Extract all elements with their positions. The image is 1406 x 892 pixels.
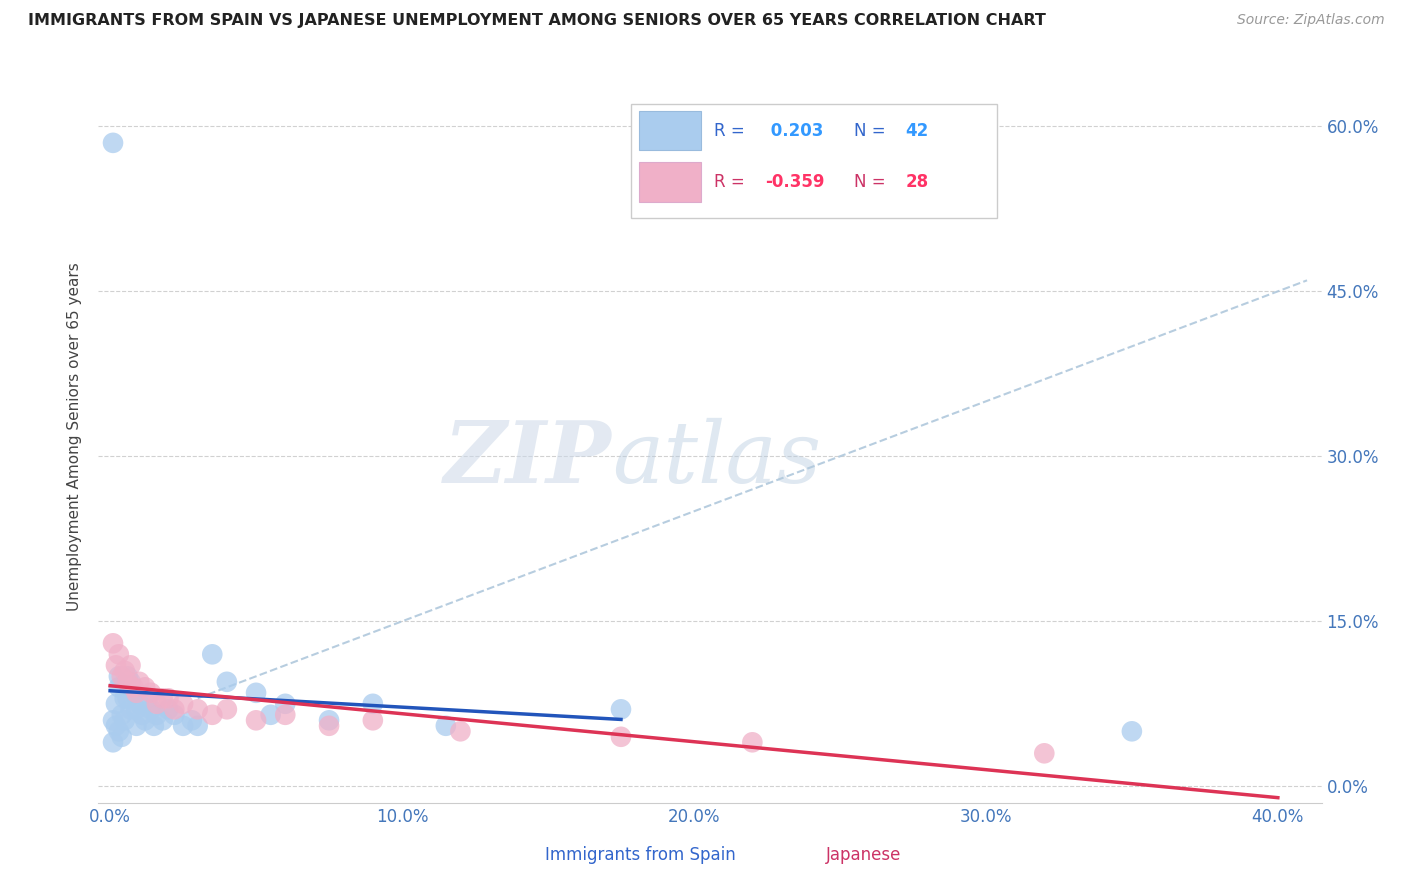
- Point: [125, 702, 148, 716]
- Point: [122, 686, 145, 700]
- Point: [104, 719, 127, 733]
- Point: [157, 702, 180, 716]
- Text: R =: R =: [714, 121, 749, 140]
- Point: [163, 707, 186, 722]
- FancyBboxPatch shape: [640, 162, 702, 202]
- Point: [120, 658, 142, 673]
- Point: [172, 697, 194, 711]
- Text: 28: 28: [905, 173, 929, 191]
- Point: [180, 714, 202, 728]
- Point: [108, 681, 131, 695]
- Point: [172, 719, 194, 733]
- Point: [117, 669, 139, 683]
- Point: [128, 697, 150, 711]
- Point: [125, 719, 148, 733]
- Point: [101, 735, 124, 749]
- Point: [114, 664, 136, 678]
- Point: [101, 636, 124, 650]
- Point: [104, 697, 127, 711]
- Point: [117, 674, 139, 689]
- Point: [274, 697, 297, 711]
- Point: [134, 681, 156, 695]
- Point: [101, 136, 124, 150]
- Point: [1121, 724, 1143, 739]
- Point: [122, 681, 145, 695]
- Point: [201, 648, 224, 662]
- Text: ZIP: ZIP: [444, 417, 612, 500]
- Point: [139, 686, 162, 700]
- FancyBboxPatch shape: [762, 841, 817, 870]
- Point: [245, 686, 267, 700]
- FancyBboxPatch shape: [481, 841, 536, 870]
- Point: [318, 714, 340, 728]
- Point: [434, 719, 457, 733]
- Point: [152, 714, 174, 728]
- Point: [361, 697, 384, 711]
- Point: [146, 707, 169, 722]
- Text: R =: R =: [714, 173, 749, 191]
- Point: [201, 707, 224, 722]
- Point: [157, 691, 180, 706]
- Point: [117, 691, 139, 706]
- Point: [215, 674, 238, 689]
- Y-axis label: Unemployment Among Seniors over 65 years: Unemployment Among Seniors over 65 years: [67, 263, 83, 611]
- Point: [139, 702, 162, 716]
- Point: [136, 691, 159, 706]
- Text: atlas: atlas: [612, 417, 821, 500]
- Point: [187, 719, 209, 733]
- FancyBboxPatch shape: [630, 104, 997, 218]
- Point: [111, 669, 134, 683]
- Text: N =: N =: [855, 173, 891, 191]
- Point: [104, 658, 127, 673]
- Point: [610, 702, 633, 716]
- Point: [146, 697, 169, 711]
- Point: [114, 691, 136, 706]
- Point: [187, 702, 209, 716]
- Text: Immigrants from Spain: Immigrants from Spain: [546, 847, 735, 864]
- Point: [1033, 747, 1056, 761]
- Point: [610, 730, 633, 744]
- Point: [163, 702, 186, 716]
- Point: [108, 648, 131, 662]
- Point: [134, 714, 156, 728]
- Text: -0.359: -0.359: [765, 173, 824, 191]
- Text: 42: 42: [905, 121, 929, 140]
- Point: [108, 669, 131, 683]
- Point: [152, 691, 174, 706]
- Text: Japanese: Japanese: [827, 847, 901, 864]
- Point: [142, 719, 165, 733]
- Point: [245, 714, 267, 728]
- Point: [215, 702, 238, 716]
- Text: 0.203: 0.203: [765, 121, 824, 140]
- Text: N =: N =: [855, 121, 891, 140]
- Point: [361, 714, 384, 728]
- Point: [449, 724, 471, 739]
- Text: IMMIGRANTS FROM SPAIN VS JAPANESE UNEMPLOYMENT AMONG SENIORS OVER 65 YEARS CORRE: IMMIGRANTS FROM SPAIN VS JAPANESE UNEMPL…: [28, 13, 1046, 29]
- Point: [111, 707, 134, 722]
- Point: [318, 719, 340, 733]
- Text: Source: ZipAtlas.com: Source: ZipAtlas.com: [1237, 13, 1385, 28]
- Point: [120, 702, 142, 716]
- Point: [128, 674, 150, 689]
- Point: [741, 735, 763, 749]
- Point: [131, 707, 153, 722]
- Point: [260, 707, 283, 722]
- Point: [101, 714, 124, 728]
- Point: [111, 730, 134, 744]
- Point: [125, 686, 148, 700]
- Point: [120, 674, 142, 689]
- Point: [108, 724, 131, 739]
- FancyBboxPatch shape: [640, 111, 702, 151]
- Point: [114, 714, 136, 728]
- Point: [274, 707, 297, 722]
